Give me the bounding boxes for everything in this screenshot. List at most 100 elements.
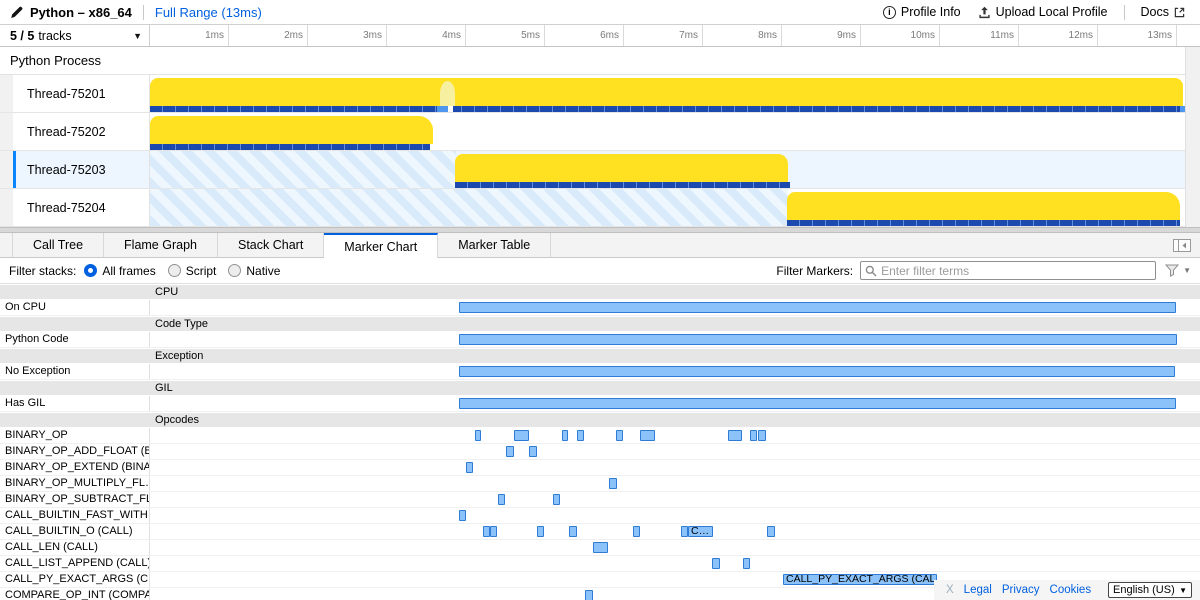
thread-activity-canvas[interactable]	[150, 189, 1185, 226]
thread-row-thread-75202[interactable]: Thread-75202	[0, 113, 1200, 151]
docs-button[interactable]: Docs	[1136, 5, 1190, 19]
thread-row-thread-75203[interactable]: Thread-75203	[0, 151, 1200, 189]
marker-bar[interactable]	[577, 430, 584, 441]
tracks-count: 5 / 5	[10, 28, 35, 43]
filter-stacks-label: Filter stacks:	[9, 263, 77, 278]
thread-activity-canvas[interactable]	[150, 75, 1185, 112]
tab-flame-graph[interactable]: Flame Graph	[104, 233, 218, 257]
marker-filter-menu-button[interactable]: ▼	[1165, 264, 1191, 277]
panel-splitter[interactable]	[0, 227, 1200, 233]
footer-close-button[interactable]: X	[946, 584, 954, 596]
tracks-dropdown-button[interactable]: 5 / 5 tracks ▼	[0, 25, 150, 46]
ruler-tick: 11ms	[940, 25, 1019, 46]
marker-bar[interactable]	[616, 430, 623, 441]
tab-stack-chart[interactable]: Stack Chart	[218, 233, 325, 257]
process-track-row[interactable]: Python Process	[0, 47, 1200, 75]
thread-label: Thread-75202	[16, 113, 150, 150]
marker-category-label: Code Type	[155, 318, 209, 330]
marker-bar[interactable]	[640, 430, 655, 441]
marker-bar[interactable]	[537, 526, 544, 537]
edit-pencil-icon[interactable]	[10, 6, 23, 19]
marker-bar[interactable]	[459, 366, 1175, 377]
upload-icon	[978, 6, 991, 19]
footer-link-cookies[interactable]: Cookies	[1049, 584, 1092, 596]
timeline-ruler[interactable]: 1ms 2ms 3ms 4ms 5ms 6ms 7ms 8ms 9ms 10ms 11ms 12ms 1…	[150, 25, 1200, 46]
marker-bar[interactable]	[585, 590, 593, 600]
thread-activity-canvas[interactable]	[150, 151, 1185, 188]
top-bar: Python – x86_64 Full Range (13ms) i Prof…	[0, 0, 1200, 25]
radio-all-frames[interactable]: All frames	[84, 264, 156, 278]
marker-bar[interactable]	[758, 430, 766, 441]
marker-bar[interactable]: CALL_PY_EXACT_ARGS (CALL)	[783, 574, 937, 585]
footer-links: Legal Privacy Cookies	[964, 584, 1091, 596]
marker-bar[interactable]	[459, 510, 466, 521]
marker-bar[interactable]	[712, 558, 720, 569]
samples-strip	[150, 144, 430, 150]
marker-row-label: Has GIL	[0, 396, 150, 411]
tracks-word: tracks	[38, 28, 72, 43]
samples-strip	[787, 220, 1180, 226]
marker-row-label: CALL_PY_EXACT_ARGS (C…	[0, 572, 150, 587]
footer-link-legal[interactable]: Legal	[963, 584, 992, 596]
marker-bar[interactable]	[728, 430, 742, 441]
open-sidebar-button[interactable]	[1173, 238, 1191, 252]
track-list: Python Process Thread-75201 Thread-75202 T…	[0, 47, 1200, 227]
thread-selected-accent	[13, 151, 16, 188]
ruler-tick: 3ms	[308, 25, 387, 46]
marker-row-call-builtin-fast-with: CALL_BUILTIN_FAST_WITH…	[0, 508, 1200, 524]
marker-search-box[interactable]	[860, 261, 1157, 280]
upload-profile-button[interactable]: Upload Local Profile	[973, 5, 1113, 19]
marker-bar[interactable]	[466, 462, 473, 473]
marker-category-label: Exception	[155, 350, 204, 362]
radio-script[interactable]: Script	[167, 264, 216, 278]
docs-label: Docs	[1140, 5, 1169, 19]
marker-bar[interactable]	[609, 478, 617, 489]
thread-row-thread-75204[interactable]: Thread-75204	[0, 189, 1200, 227]
language-select[interactable]: English (US) ▼	[1108, 582, 1192, 598]
tab-call-tree[interactable]: Call Tree	[12, 233, 105, 257]
radio-dot	[167, 264, 181, 277]
profile-info-button[interactable]: i Profile Info	[878, 5, 966, 19]
marker-bar[interactable]	[743, 558, 750, 569]
profile-name: Python – x86_64	[30, 4, 132, 20]
marker-bar[interactable]	[562, 430, 568, 441]
marker-bar[interactable]	[681, 526, 688, 537]
thread-activity-canvas[interactable]	[150, 113, 1185, 150]
marker-bar[interactable]	[514, 430, 529, 441]
marker-bar[interactable]	[569, 526, 577, 537]
marker-bar[interactable]: C…	[688, 526, 713, 537]
chevron-down-icon: ▼	[1183, 266, 1191, 275]
samples-strip	[150, 106, 1185, 112]
process-track-label: Python Process	[10, 53, 102, 68]
marker-row-label: CALL_BUILTIN_O (CALL)	[0, 524, 150, 539]
marker-filter-input[interactable]	[881, 263, 1152, 278]
marker-bar[interactable]	[490, 526, 497, 537]
marker-row-binary-op-extend-bina: BINARY_OP_EXTEND (BINA…	[0, 460, 1200, 476]
filter-bar: Filter stacks: All frames Script Native Fi…	[0, 258, 1200, 284]
marker-bar[interactable]	[750, 430, 757, 441]
marker-bar[interactable]	[633, 526, 640, 537]
marker-bar[interactable]	[498, 494, 505, 505]
thread-row-thread-75201[interactable]: Thread-75201	[0, 75, 1200, 113]
marker-bar[interactable]	[459, 334, 1177, 345]
thread-label: Thread-75201	[16, 75, 150, 112]
radio-native[interactable]: Native	[228, 264, 280, 278]
marker-row-call-len-call: CALL_LEN (CALL)	[0, 540, 1200, 556]
marker-bar[interactable]	[459, 398, 1176, 409]
marker-bar[interactable]	[767, 526, 775, 537]
marker-row-on-cpu: On CPU	[0, 300, 1200, 316]
marker-bar[interactable]	[593, 542, 608, 553]
marker-bar[interactable]	[475, 430, 481, 441]
footer-link-privacy[interactable]: Privacy	[1001, 584, 1040, 596]
tab-marker-chart[interactable]: Marker Chart	[324, 233, 439, 258]
tab-marker-table[interactable]: Marker Table	[438, 233, 552, 257]
marker-bar[interactable]	[506, 446, 514, 457]
marker-bar[interactable]	[529, 446, 537, 457]
full-range-link[interactable]: Full Range (13ms)	[154, 4, 262, 20]
marker-bar[interactable]	[483, 526, 490, 537]
marker-bar[interactable]	[553, 494, 560, 505]
marker-bar[interactable]	[459, 302, 1176, 313]
idle-stripes	[150, 151, 456, 188]
marker-row-label: COMPARE_OP_INT (COMPA…	[0, 588, 150, 600]
ruler-tick: 4ms	[387, 25, 466, 46]
